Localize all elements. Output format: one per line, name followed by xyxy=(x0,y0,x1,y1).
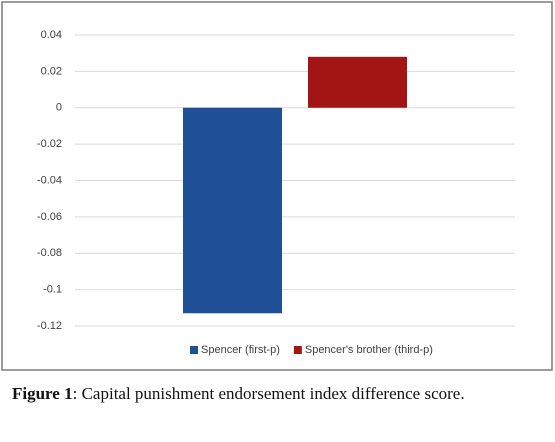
y-tick-label: -0.08 xyxy=(37,247,62,259)
y-tick-label: -0.04 xyxy=(37,174,62,186)
y-tick-label: 0.02 xyxy=(41,65,62,77)
chart: -0.12 -0.1 -0.08 -0.06 -0.04 -0.02 0 0.02 0.04 Sp… xyxy=(1,1,553,371)
y-tick-label: -0.12 xyxy=(37,320,62,332)
y-tick-label: -0.1 xyxy=(43,284,62,296)
bar xyxy=(308,56,407,108)
legend-swatch xyxy=(190,346,198,354)
bar xyxy=(183,107,282,314)
legend-label: Spencer's brother (third-p) xyxy=(305,344,433,356)
caption-text: : Capital punishment endorsement index d… xyxy=(72,384,465,403)
y-tick-label: -0.06 xyxy=(37,211,62,223)
legend-swatch xyxy=(293,346,302,354)
y-tick-label: 0.04 xyxy=(41,29,62,41)
figure-label: Figure 1 xyxy=(12,384,73,403)
figure-caption: Figure 1: Capital punishment endorsement… xyxy=(12,384,465,404)
y-tick-label: -0.02 xyxy=(37,138,62,150)
y-tick-label: 0 xyxy=(56,102,62,114)
legend-label: Spencer (first-p) xyxy=(201,344,280,356)
